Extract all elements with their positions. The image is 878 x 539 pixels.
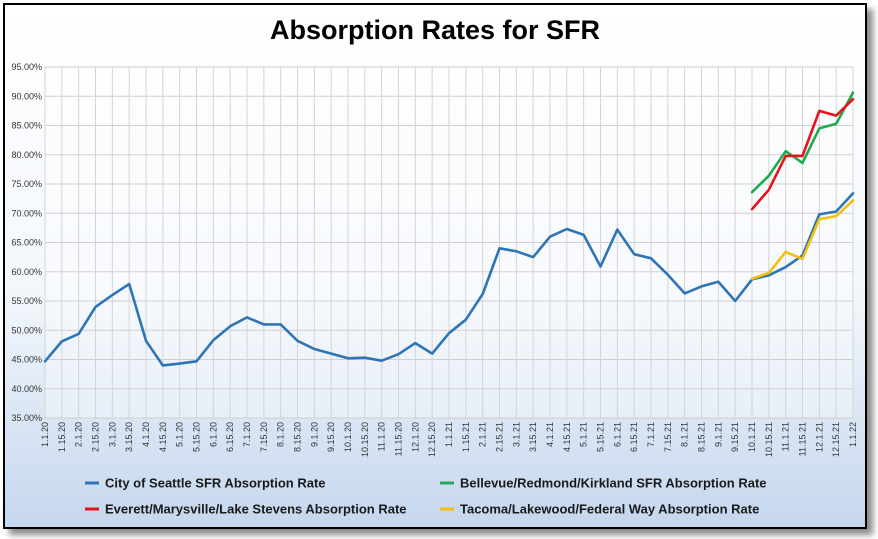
x-tick-label: 8.1.20 [276, 422, 286, 447]
x-tick-label: 11.1.20 [377, 422, 387, 451]
x-tick-label: 1.1.20 [40, 422, 50, 447]
x-tick-label: 9.1.20 [309, 422, 319, 447]
x-tick-label: 12.15.21 [831, 422, 841, 457]
x-axis-ticks: 1.1.20 1.15.20 2.1.20 2.15.20 3.1.20 3.15.20 4… [40, 422, 858, 457]
x-tick-label: 10.15.21 [764, 422, 774, 457]
y-tick-label: 35.00% [11, 413, 42, 423]
x-tick-label: 5.15.21 [596, 422, 606, 452]
legend: City of Seattle SFR Absorption Rate Belle… [85, 476, 767, 517]
legend-label-2: Bellevue/Redmond/Kirkland SFR Absorption… [460, 476, 767, 491]
x-tick-label: 2.1.20 [74, 422, 84, 447]
x-tick-label: 10.1.20 [343, 422, 353, 452]
y-tick-label: 75.00% [11, 179, 42, 189]
x-tick-label: 9.1.21 [713, 422, 723, 447]
x-tick-label: 7.15.21 [663, 422, 673, 452]
x-tick-label: 7.15.20 [259, 422, 269, 452]
x-tick-label: 6.15.20 [225, 422, 235, 452]
chart-title: Absorption Rates for SFR [269, 15, 600, 45]
x-tick-label: 1.1.22 [848, 422, 858, 447]
y-tick-label: 60.00% [11, 267, 42, 277]
y-tick-label: 50.00% [11, 325, 42, 335]
x-tick-label: 12.1.20 [410, 422, 420, 452]
x-tick-label: 10.1.21 [747, 422, 757, 452]
series-line-1 [43, 192, 855, 367]
series-line-3 [750, 97, 855, 211]
x-tick-label: 4.1.21 [545, 422, 555, 447]
x-tick-label: 10.15.20 [360, 422, 370, 457]
legend-label-4: Tacoma/Lakewood/Federal Way Absorption R… [460, 502, 759, 517]
x-tick-label: 12.15.20 [427, 422, 437, 457]
x-tick-label: 8.1.21 [680, 422, 690, 447]
x-tick-label: 3.1.20 [107, 422, 117, 447]
grid-lines [44, 66, 854, 419]
series-line-4 [750, 199, 855, 281]
x-tick-label: 5.1.20 [175, 422, 185, 447]
x-tick-label: 9.15.21 [730, 422, 740, 452]
y-tick-label: 40.00% [11, 384, 42, 394]
x-tick-label: 3.15.21 [528, 422, 538, 452]
y-tick-label: 90.00% [11, 91, 42, 101]
y-tick-label: 80.00% [11, 150, 42, 160]
x-tick-label: 1.1.21 [444, 422, 454, 447]
x-tick-label: 3.1.21 [511, 422, 521, 447]
x-tick-label: 6.1.21 [612, 422, 622, 447]
x-tick-label: 8.15.21 [697, 422, 707, 452]
y-tick-label: 95.00% [11, 62, 42, 72]
x-tick-label: 8.15.20 [293, 422, 303, 452]
series-lines [43, 91, 855, 367]
x-tick-label: 1.15.20 [57, 422, 67, 452]
x-tick-label: 11.15.20 [394, 422, 404, 456]
x-tick-label: 6.1.20 [208, 422, 218, 447]
x-tick-label: 9.15.20 [326, 422, 336, 452]
x-tick-label: 5.15.20 [192, 422, 202, 452]
x-tick-label: 7.1.20 [242, 422, 252, 447]
y-tick-label: 65.00% [11, 238, 42, 248]
chart-frame: Absorption Rates for SFR [3, 3, 867, 529]
y-tick-label: 45.00% [11, 355, 42, 365]
x-tick-label: 4.1.20 [141, 422, 151, 447]
x-tick-label: 2.15.20 [91, 422, 101, 452]
x-tick-label: 11.15.21 [798, 422, 808, 456]
y-tick-label: 70.00% [11, 208, 42, 218]
x-tick-label: 3.15.20 [124, 422, 134, 452]
x-tick-label: 4.15.20 [158, 422, 168, 452]
x-tick-label: 11.1.21 [781, 422, 791, 451]
x-tick-label: 2.15.21 [495, 422, 505, 452]
x-tick-label: 12.1.21 [814, 422, 824, 452]
x-tick-label: 1.15.21 [461, 422, 471, 452]
x-tick-label: 5.1.21 [579, 422, 589, 447]
x-tick-label: 7.1.21 [646, 422, 656, 447]
x-tick-label: 2.1.21 [478, 422, 488, 447]
y-tick-label: 55.00% [11, 296, 42, 306]
y-axis-ticks: 35.00% 40.00% 45.00% 50.00% 55.00% 60.00% 65.0… [11, 62, 42, 423]
series-line-2 [750, 91, 855, 194]
legend-label-1: City of Seattle SFR Absorption Rate [105, 476, 326, 491]
x-tick-label: 4.15.21 [562, 422, 572, 452]
y-tick-label: 85.00% [11, 121, 42, 131]
legend-label-3: Everett/Marysville/Lake Stevens Absorpti… [105, 502, 407, 517]
x-tick-label: 6.15.21 [629, 422, 639, 452]
